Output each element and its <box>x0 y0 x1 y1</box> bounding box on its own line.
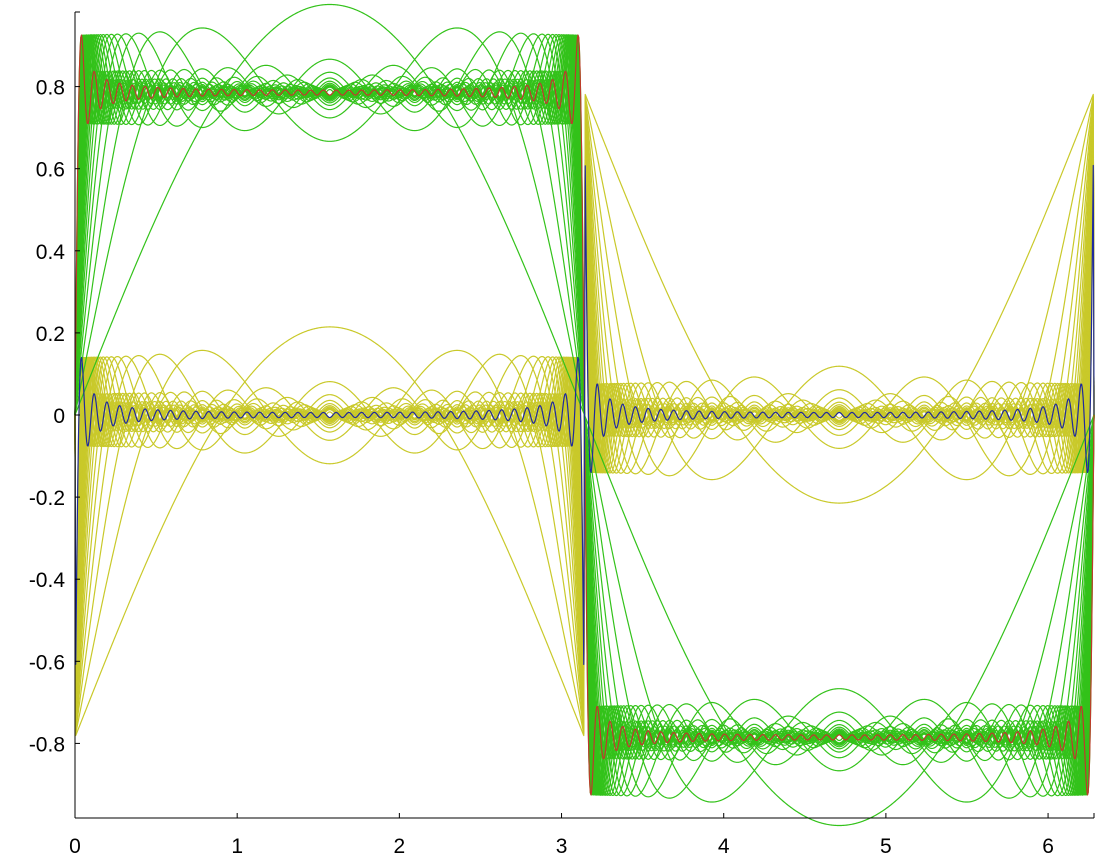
y-tick-label: 0 <box>53 405 65 428</box>
x-tick-label: 0 <box>69 835 81 858</box>
series-layer <box>74 3 1095 827</box>
y-tick-label: -0.4 <box>29 569 66 592</box>
x-tick-label: 6 <box>1042 835 1054 858</box>
final-error-curve <box>74 164 1095 665</box>
y-tick-label: -0.2 <box>29 487 65 510</box>
y-tick-label: 0.6 <box>36 159 65 182</box>
x-tick-label: 3 <box>556 835 568 858</box>
x-tick-label: 1 <box>231 835 243 858</box>
x-tick-label: 2 <box>394 835 406 858</box>
y-ticks: 0.8 0.6 0.4 0.2 0 -0.2 -0.4 -0.6 -0.8 <box>29 11 80 819</box>
y-tick-label: -0.6 <box>29 651 65 674</box>
y-tick-label: 0.4 <box>36 241 66 264</box>
x-ticks: 0 1 2 3 4 5 6 <box>69 813 1095 858</box>
x-tick-label: 5 <box>880 835 892 858</box>
x-tick-label: 4 <box>718 835 730 858</box>
y-tick-label: 0.2 <box>36 323 65 346</box>
y-tick-label: -0.8 <box>29 733 65 756</box>
y-tick-label: 0.8 <box>36 77 65 100</box>
